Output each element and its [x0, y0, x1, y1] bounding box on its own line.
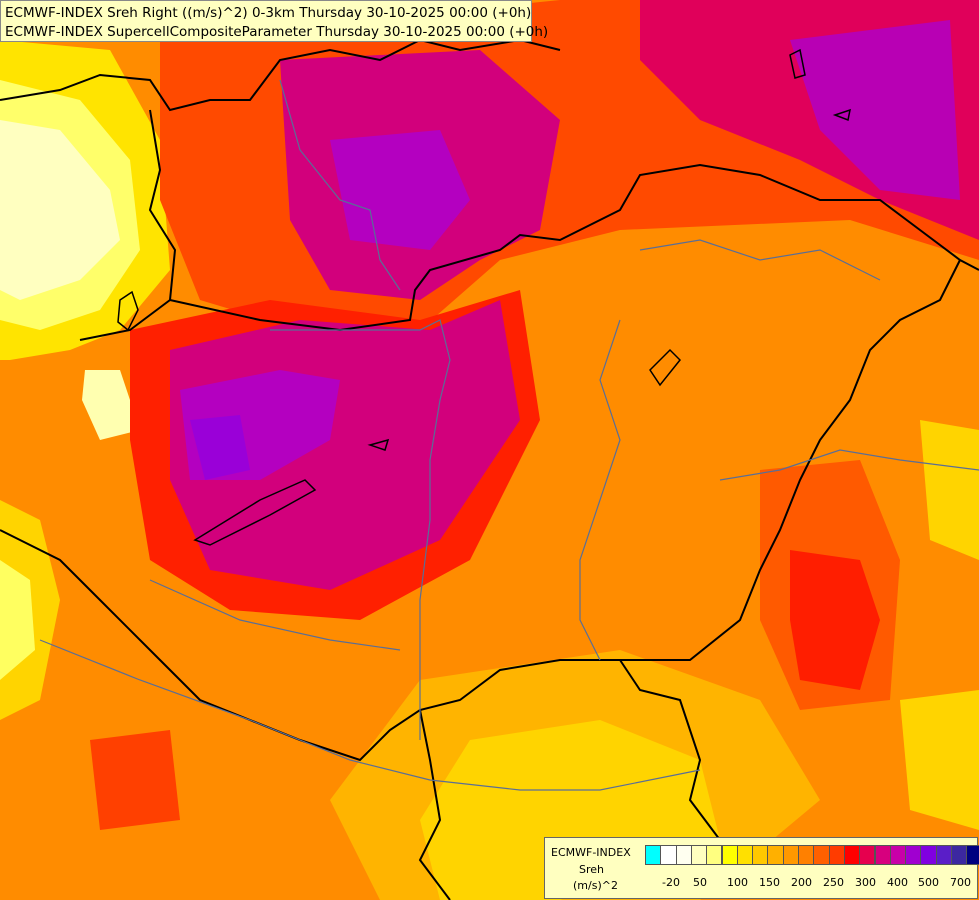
legend-source: ECMWF-INDEX: [551, 846, 631, 859]
lake-neusiedl: [117, 290, 139, 332]
border-line-south: [418, 709, 451, 900]
legend-swatch: [660, 845, 677, 865]
legend-swatch: [767, 845, 784, 865]
river-danube: [270, 319, 451, 740]
legend-swatch: [706, 845, 723, 865]
river-lines: [39, 79, 979, 791]
legend-swatch: [920, 845, 937, 865]
border-line-west: [79, 109, 177, 341]
legend-swatch: [828, 845, 845, 865]
purple-region-northeast: [790, 20, 960, 200]
legend-tick-label: 200: [791, 876, 812, 889]
river-tisza: [579, 319, 621, 661]
legend-swatch: [675, 845, 692, 865]
map-title-sreh: ECMWF-INDEX Sreh Right ((m/s)^2) 0-3km T…: [5, 5, 532, 21]
lake-shapes: [117, 48, 851, 546]
legend-swatch: [813, 845, 830, 865]
legend-swatch: [905, 845, 922, 865]
color-legend: ECMWF-INDEX Sreh (m/s)^2 -20 50 100 150 200 2…: [544, 837, 979, 899]
country-border-lines: [0, 38, 979, 900]
legend-swatch: [951, 845, 968, 865]
legend-unit: (m/s)^2: [573, 879, 618, 892]
legend-variable: Sreh: [579, 863, 605, 876]
river-drava: [149, 579, 401, 651]
violet-peak-central: [190, 415, 250, 480]
lake-balaton: [193, 479, 317, 546]
legend-tick-label: 150: [759, 876, 780, 889]
legend-swatch: [889, 845, 907, 865]
pale-spot-west: [82, 370, 140, 440]
legend-tick-label: 700: [950, 876, 971, 889]
legend-swatch: [736, 845, 754, 865]
legend-swatch: [859, 845, 876, 865]
legend-swatch: [645, 845, 662, 865]
river-sava: [39, 639, 701, 791]
legend-swatch: [843, 845, 861, 865]
legend-tick-label: 300: [855, 876, 876, 889]
legend-tick-label: -20: [662, 876, 680, 889]
map-title-box: ECMWF-INDEX Sreh Right ((m/s)^2) 0-3km T…: [0, 0, 548, 42]
red-spot-southwest: [90, 730, 180, 830]
legend-tick-label: 500: [918, 876, 939, 889]
legend-swatch: [966, 845, 979, 865]
border-line-north: [0, 38, 561, 112]
legend-swatch: [752, 845, 769, 865]
border-line-southeast: [619, 659, 721, 841]
yellow-region-southeast: [900, 690, 979, 830]
legend-swatch: [721, 845, 738, 865]
yellow-region-southwest-inner: [0, 560, 35, 680]
river-north: [279, 79, 401, 291]
legend-tick-label: 400: [887, 876, 908, 889]
legend-swatch: [798, 845, 815, 865]
legend-swatch: [874, 845, 891, 865]
lake-small-north: [789, 48, 806, 79]
pale-yellow-region-west: [0, 120, 120, 300]
legend-tick-label: 250: [823, 876, 844, 889]
legend-tick-label: 50: [693, 876, 707, 889]
legend-tick-label: 100: [727, 876, 748, 889]
purple-core-north: [330, 130, 470, 250]
legend-swatch: [782, 845, 799, 865]
lake-small-central: [367, 438, 390, 451]
yellow-region-east: [920, 420, 979, 560]
red-core-east: [790, 550, 880, 690]
legend-swatch: [935, 845, 952, 865]
legend-swatch: [690, 845, 708, 865]
river-northeast: [639, 239, 881, 281]
border-line-east: [0, 259, 961, 762]
map-title-scp: ECMWF-INDEX SupercellCompositeParameter …: [5, 24, 549, 40]
magenta-core-central: [170, 300, 520, 590]
border-line-central: [169, 163, 979, 332]
lake-small-northeast: [832, 108, 851, 122]
lake-small-east: [649, 348, 682, 387]
river-east: [719, 449, 979, 481]
